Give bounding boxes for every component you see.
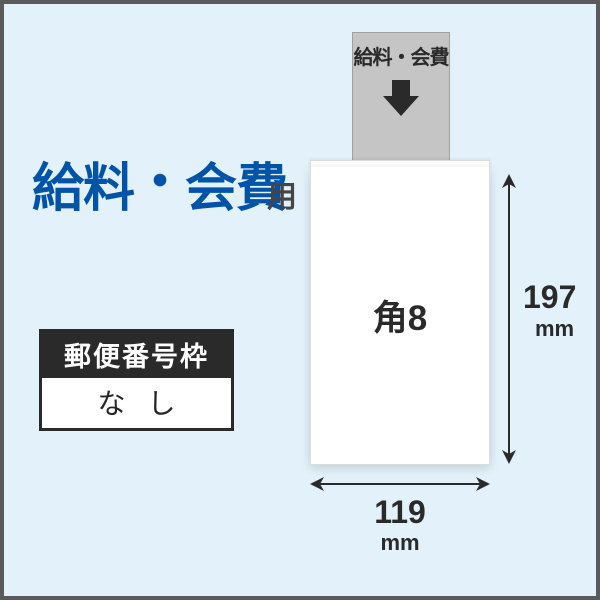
dimension-width-value: 119 (310, 494, 490, 531)
dimension-height-unit: mm (535, 316, 574, 342)
title-dot: ・ (134, 154, 185, 212)
dimension-width-unit: mm (310, 530, 490, 556)
envelope: 角8 (310, 167, 490, 465)
dimension-height: 197 mm (501, 174, 591, 464)
postal-value: なし (42, 378, 231, 428)
postal-code-box: 郵便番号枠 なし (39, 329, 234, 431)
dimension-width: 119 mm (310, 476, 490, 566)
dimension-width-line (320, 483, 480, 485)
title-part1: 給料 (32, 160, 134, 218)
arrow-down-icon (501, 448, 517, 464)
insert-card-label: 給料・会費 (353, 41, 449, 70)
title-main: 給料・会費 (32, 146, 287, 221)
product-frame: 給料・会費 用 郵便番号枠 なし 給料・会費 角8 197 mm 119 (0, 0, 600, 600)
dimension-height-line (508, 184, 510, 454)
down-arrow-icon (379, 76, 423, 120)
arrow-right-icon (474, 476, 490, 492)
dimension-height-value: 197 (523, 279, 576, 316)
title-suffix: 用 (267, 172, 297, 216)
envelope-size-label: 角8 (373, 290, 427, 341)
postal-header: 郵便番号枠 (42, 332, 231, 378)
